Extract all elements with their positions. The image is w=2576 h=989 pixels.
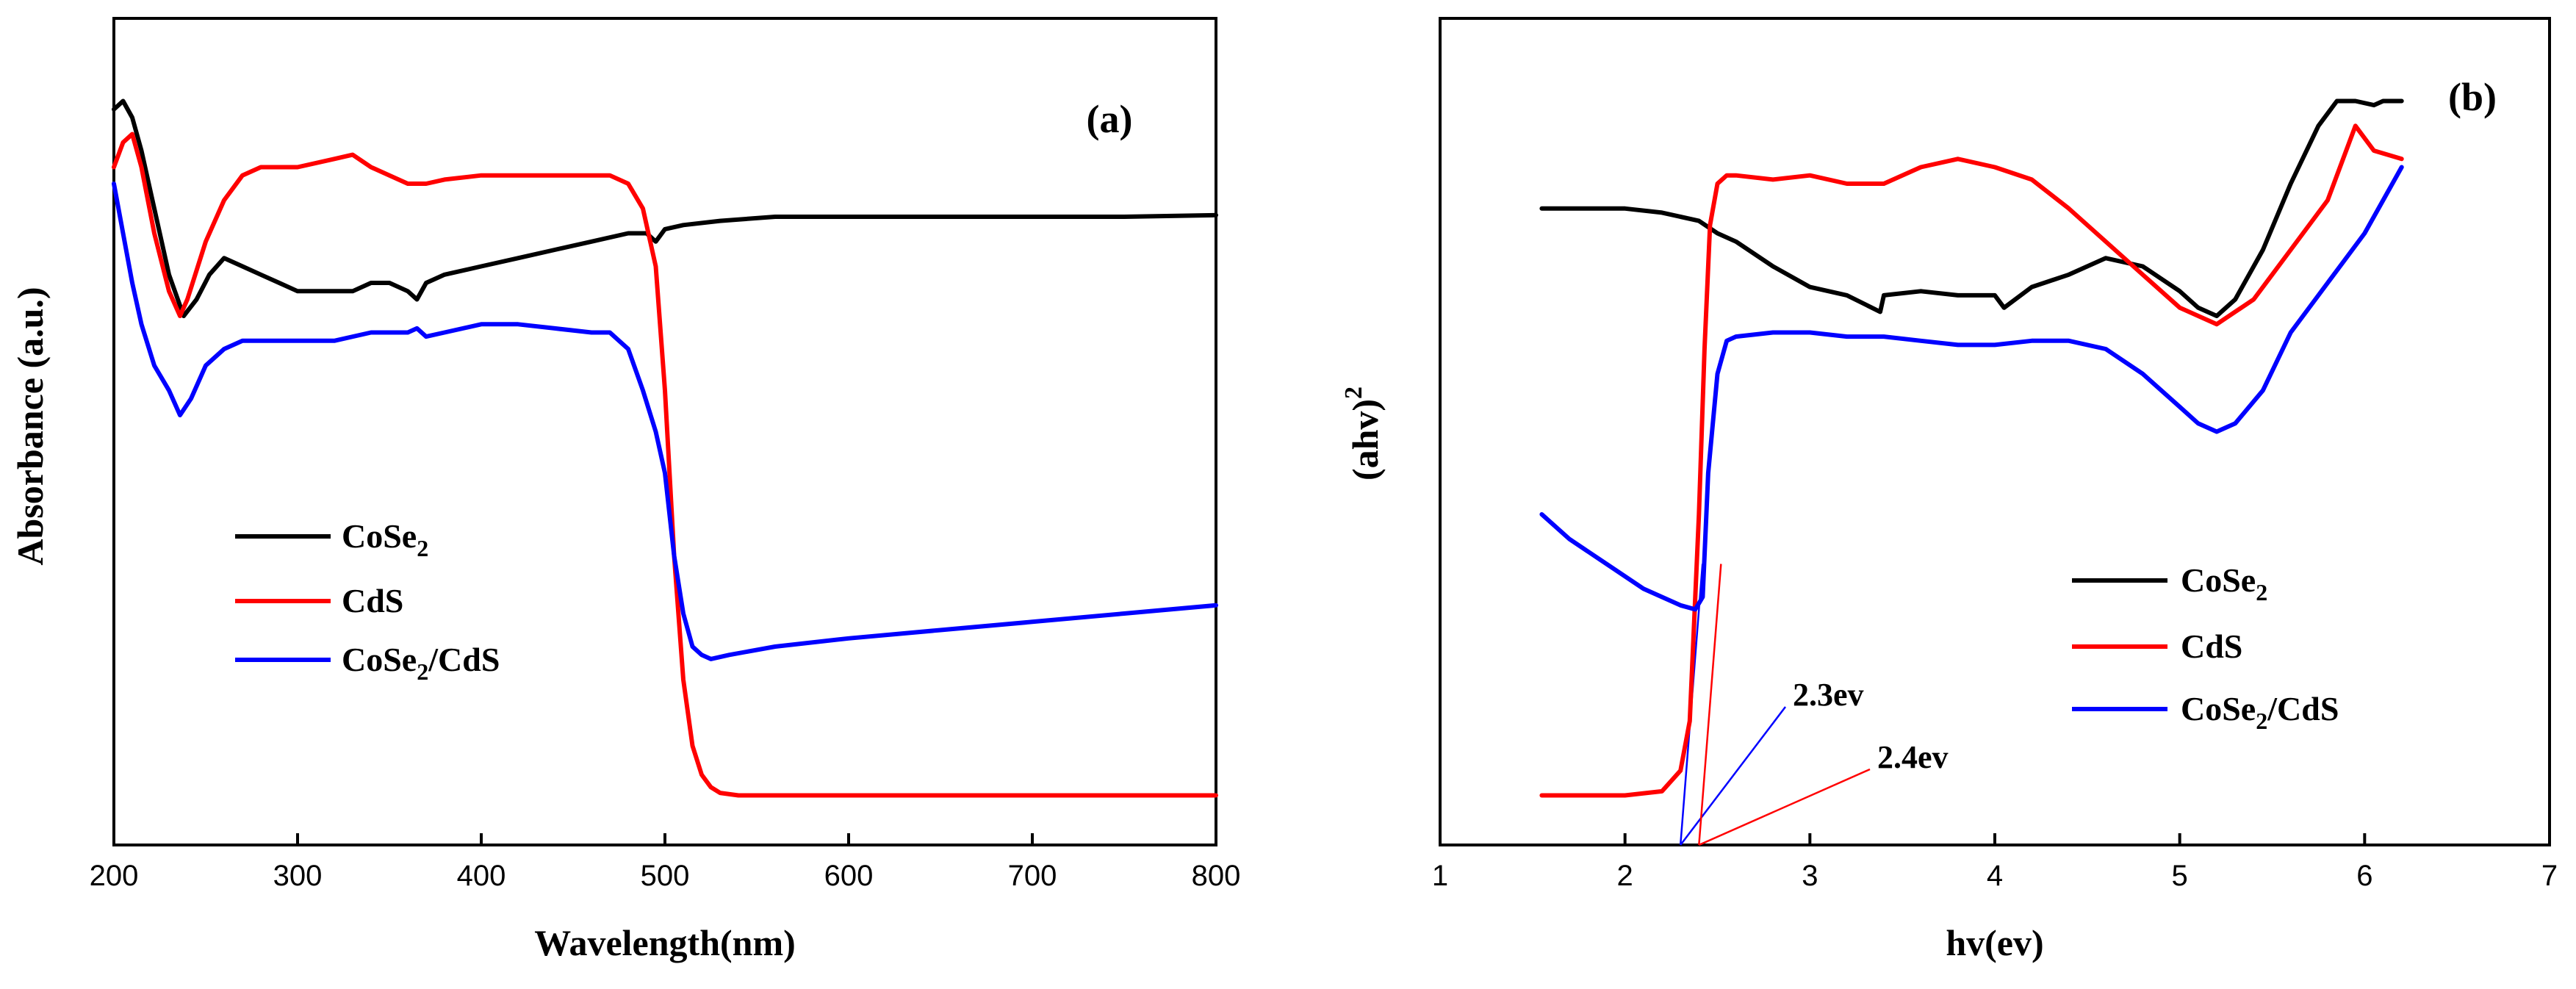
panel-a-plot-frame (112, 17, 1217, 846)
panel-a-legend-label-cose2: CoSe2 (342, 517, 428, 561)
panel-b-legend-label-cose2: CoSe2 (2181, 561, 2267, 605)
panel-b-x-tick-label-2: 2 (1617, 860, 1633, 892)
panel-b-legend-label-cose2-cds: CoSe2/CdS (2181, 690, 2339, 734)
panel-b-x-axis-title: hv(ev) (1946, 922, 2043, 963)
panel-a-legend-item-cds: CdS (235, 582, 403, 619)
panel-b-series-line-cose2-cds (1539, 165, 2404, 612)
panel-a-series-line-cose2-cds (112, 181, 1218, 661)
panel-b-x-tick-label-1: 1 (1432, 860, 1448, 892)
panel-a-x-tick-label-400: 400 (457, 860, 506, 892)
panel-b-legend: CoSe2 CdS CoSe2/CdS (2072, 561, 2339, 734)
panel-a-x-tick-label-800: 800 (1192, 860, 1241, 892)
panel-a-legend-label-cose2-cds: CoSe2/CdS (342, 641, 500, 685)
panel-a-series-group (112, 98, 1218, 798)
panel-b-x-ticks: 1 2 3 4 5 6 7 (1432, 833, 2558, 892)
panel-b-plot-frame (1439, 17, 2551, 846)
panel-a-legend: CoSe2 CdS CoSe2/CdS (235, 517, 500, 685)
panel-b-leader-line-2-4ev (1698, 768, 1871, 846)
panel-a-x-tick-label-200: 200 (90, 860, 139, 892)
panel-b-x-tick-label-3: 3 (1802, 860, 1818, 892)
panel-b-legend-item-cds: CdS (2072, 627, 2242, 665)
panel-b-series-line-cose2 (1539, 98, 2404, 318)
panel-b-x-tick-label-5: 5 (2172, 860, 2188, 892)
panel-b-annotation-2-4ev: 2.4ev (1877, 739, 1949, 775)
panel-a-x-tick-label-500: 500 (641, 860, 690, 892)
panel-a-x-tick-label-700: 700 (1008, 860, 1057, 892)
panel-b-legend-item-cose2: CoSe2 (2072, 561, 2267, 605)
panel-b-leader-line-2-3ev (1680, 706, 1786, 846)
panel-a-label: (a) (1087, 97, 1133, 141)
panel-b-x-tick-label-6: 6 (2356, 860, 2372, 892)
panel-a-legend-item-cose2: CoSe2 (235, 517, 428, 561)
panel-a-legend-item-cose2-cds: CoSe2/CdS (235, 641, 500, 685)
panel-b-legend-label-cds: CdS (2181, 627, 2242, 665)
panel-b-series-line-cds (1539, 123, 2404, 798)
panel-b-label: (b) (2448, 75, 2497, 119)
panel-b-y-axis-title: (ahv)2 (1340, 386, 1386, 481)
panel-b-chart: 1 2 3 4 5 6 7 (b) hv(ev) (ahv)2 2.3ev 2.4ev Co… (1340, 17, 2558, 963)
panel-b-series-group (1539, 98, 2404, 798)
panel-b-x-tick-label-7: 7 (2541, 860, 2558, 892)
panel-a-x-ticks: 200 300 400 500 600 700 800 (90, 833, 1241, 892)
panel-a-x-axis-title: Wavelength(nm) (534, 922, 796, 963)
panel-a-x-tick-label-600: 600 (824, 860, 874, 892)
panel-b-annotation-2-3ev: 2.3ev (1793, 677, 1864, 713)
panel-a-y-axis-title: Absorbance (a.u.) (10, 287, 51, 565)
panel-a-series-line-cose2 (112, 98, 1218, 318)
panel-a-x-tick-label-300: 300 (273, 860, 323, 892)
panel-a-chart: 200 300 400 500 600 700 800 (a) Wavelength(nm)… (10, 17, 1241, 963)
panel-b-x-tick-label-4: 4 (1987, 860, 2003, 892)
panel-b-legend-item-cose2-cds: CoSe2/CdS (2072, 690, 2339, 734)
panel-b-tangent-line-2-4ev (1698, 564, 1722, 846)
panel-a-series-line-cds (112, 132, 1218, 798)
panel-a-legend-label-cds: CdS (342, 582, 403, 619)
